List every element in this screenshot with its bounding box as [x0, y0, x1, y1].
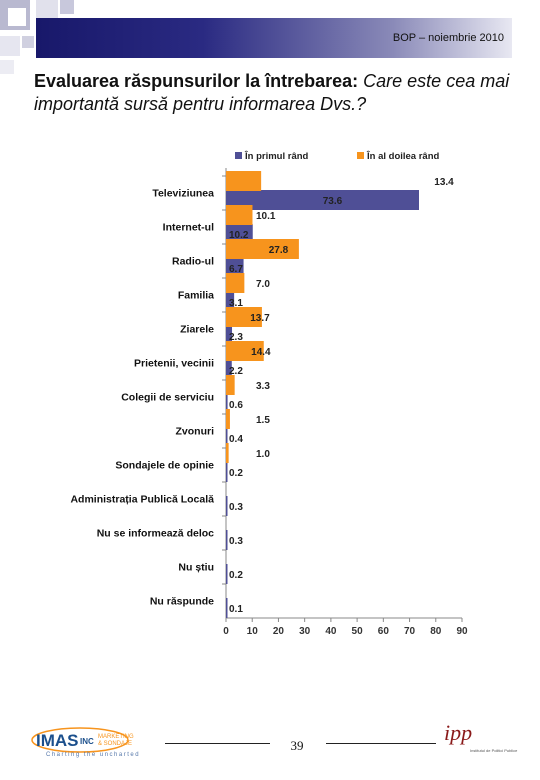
header-text: BOP – noiembrie 2010	[392, 32, 504, 44]
x-tick-label: 70	[404, 626, 416, 637]
value-label-primul: 0.6	[229, 400, 243, 411]
value-label-primul: 0.2	[229, 570, 243, 581]
bar-chart: În primul rând În al doilea rând 0 10 20 30 40…	[70, 150, 468, 637]
bar-in-primul-rand	[226, 394, 228, 414]
bar-in-primul-rand	[226, 292, 235, 312]
category-label: Sondajele de opinie	[115, 460, 214, 472]
bar-in-primul-rand	[226, 496, 228, 516]
bar-in-al-doilea-rand	[226, 239, 299, 259]
category-label: Nu răspunde	[150, 596, 214, 608]
value-label-al-doilea: 27.8	[269, 245, 289, 256]
ipp-caption-text: Institutul de Politici Publice	[470, 748, 518, 753]
category-label: Colegii de serviciu	[121, 392, 214, 404]
x-tick-label: 90	[456, 626, 468, 637]
bar-in-primul-rand	[226, 564, 228, 584]
bar-in-primul-rand	[226, 462, 228, 482]
imas-slogan-text: Charting the uncharted	[46, 752, 140, 758]
x-tick-label: 50	[352, 626, 364, 637]
value-label-al-doilea: 14.4	[251, 347, 271, 358]
category-label: Internet-ul	[163, 222, 214, 234]
title-question: Care este cea mai importantă sursă pentr…	[34, 71, 510, 114]
value-label-primul: 0.3	[229, 502, 243, 513]
value-label-primul: 0.2	[229, 468, 243, 479]
category-label: Ziarele	[180, 324, 214, 336]
bar-in-primul-rand	[226, 326, 233, 346]
value-label-primul: 2.2	[229, 366, 243, 377]
bar-in-al-doilea-rand	[226, 443, 229, 463]
category-label: Televiziunea	[152, 188, 214, 200]
value-label-al-doilea: 7.0	[256, 279, 270, 290]
value-label-primul: 0.4	[229, 434, 243, 445]
bar-in-al-doilea-rand	[226, 409, 230, 429]
legend-label: În al doilea rând	[366, 150, 440, 162]
category-label: Radio-ul	[172, 256, 214, 268]
footer-rule-right	[326, 743, 436, 744]
bar-in-al-doilea-rand	[226, 307, 262, 327]
x-tick-label: 80	[430, 626, 442, 637]
header-bar	[36, 18, 512, 58]
bar-in-al-doilea-rand	[226, 375, 235, 395]
bar-in-al-doilea-rand	[226, 205, 253, 225]
value-label-al-doilea: 1.5	[256, 415, 270, 426]
bar-in-primul-rand	[226, 190, 419, 210]
bar-in-primul-rand	[226, 530, 228, 550]
x-tick-label: 20	[273, 626, 285, 637]
category-label: Nu știu	[178, 562, 214, 574]
category-label: Prietenii, vecinii	[134, 358, 214, 370]
value-label-primul: 6.7	[229, 264, 243, 275]
value-label-primul: 0.3	[229, 536, 243, 547]
x-tick-label: 30	[299, 626, 311, 637]
bar-in-al-doilea-rand	[226, 341, 264, 361]
value-label-primul: 2.3	[229, 332, 243, 343]
legend-swatch	[235, 152, 242, 159]
value-label-primul: 3.1	[229, 298, 243, 309]
footer-rule-left	[165, 743, 270, 744]
value-label-al-doilea: 10.1	[256, 211, 276, 222]
x-tick-label: 10	[247, 626, 259, 637]
x-tick-label: 60	[378, 626, 390, 637]
x-tick-label: 0	[223, 626, 229, 637]
imas-suffix-text: INC	[80, 737, 94, 746]
category-label: Nu se informează deloc	[97, 528, 214, 540]
value-label-al-doilea: 13.7	[250, 313, 270, 324]
page-number: 39	[290, 738, 304, 753]
value-label-al-doilea: 13.4	[434, 177, 454, 188]
ipp-mark-text: ipp	[444, 720, 472, 745]
x-tick-label: 40	[325, 626, 337, 637]
bar-in-primul-rand	[226, 360, 232, 380]
value-label-primul: 73.6	[323, 196, 343, 207]
bar-in-primul-rand	[226, 428, 228, 448]
legend-swatch	[357, 152, 364, 159]
category-label: Administrația Publică Locală	[70, 494, 214, 506]
imas-logo: IMAS INC MARKETING & SONDAJE Charting th…	[31, 727, 140, 758]
legend-label: În primul rând	[244, 150, 309, 162]
value-label-primul: 10.2	[229, 230, 249, 241]
value-label-primul: 0.1	[229, 604, 243, 615]
value-label-al-doilea: 3.3	[256, 381, 270, 392]
bar-in-al-doilea-rand	[226, 273, 245, 293]
imas-brand-text: IMAS	[36, 731, 79, 750]
imas-tag-text: & SONDAJE	[98, 741, 132, 747]
category-label: Familia	[178, 290, 214, 302]
imas-tag-text: MARKETING	[98, 734, 134, 740]
page-title: Evaluarea răspunsurilor la întrebarea: C…	[34, 70, 534, 116]
value-label-al-doilea: 1.0	[256, 449, 270, 460]
title-lead: Evaluarea răspunsurilor la întrebarea:	[34, 71, 359, 91]
category-label: Zvonuri	[176, 426, 215, 438]
ipp-logo: ipp Institutul de Politici Publice	[444, 720, 518, 753]
bar-in-al-doilea-rand	[226, 171, 262, 191]
bar-in-primul-rand	[226, 598, 228, 618]
